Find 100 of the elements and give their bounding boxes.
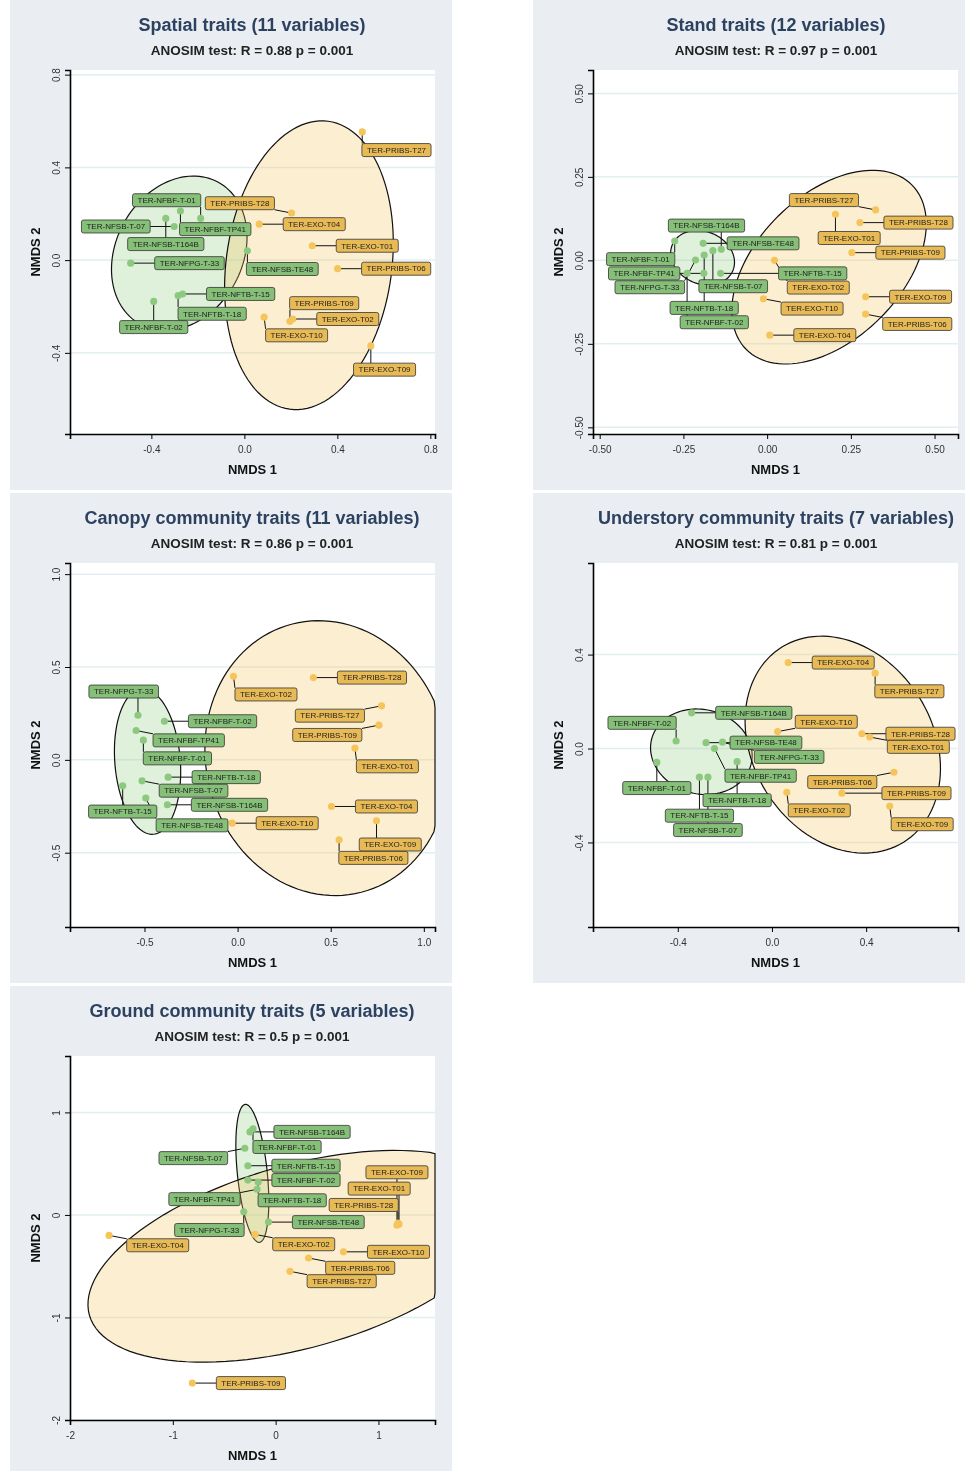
x-tick-label: 0.0 [765, 937, 780, 948]
data-label: TER-EXO-T09 [358, 365, 412, 375]
data-label: TER-NFPG-T-33 [93, 687, 155, 697]
point [309, 674, 317, 682]
point [264, 1218, 272, 1226]
data-label: TER-EXO-T02 [792, 283, 845, 293]
y-tick-label: 1.0 [50, 567, 62, 582]
point [176, 207, 184, 215]
data-label: TER-EXO-T02 [277, 1240, 331, 1250]
y-tick-label: 0.50 [573, 83, 585, 104]
data-label: TER-EXO-T09 [364, 840, 417, 850]
point [709, 247, 717, 255]
x-tick-label: 1.0 [417, 937, 432, 948]
x-tick-label: 0.0 [237, 444, 253, 455]
point [774, 728, 782, 736]
data-label: TER-EXO-T09 [370, 1168, 424, 1178]
y-axis-title: NMDS 2 [28, 1213, 43, 1263]
point [367, 342, 375, 350]
point [831, 210, 840, 218]
x-tick-label: 0.00 [757, 444, 778, 455]
point [856, 219, 864, 227]
point [372, 817, 381, 825]
point [377, 702, 386, 710]
data-label: TER-NFTB-T-15 [276, 1161, 336, 1171]
data-label: TER-NFBF-T-01 [611, 254, 671, 264]
data-label: TER-NFBF-T-01 [137, 196, 197, 206]
point [886, 802, 894, 810]
y-axis-title: NMDS 2 [551, 227, 566, 277]
point [251, 1230, 259, 1238]
y-tick-label: -2 [50, 1415, 62, 1425]
data-label: TER-NFTB-T-18 [183, 309, 242, 319]
data-label: TER-EXO-T01 [823, 233, 876, 243]
data-label: TER-NFSB-T-07 [86, 222, 146, 232]
point [142, 794, 150, 802]
data-label: TER-PRIBS-T28 [210, 199, 270, 209]
point [138, 777, 146, 785]
data-label: TER-NFBF-TP41 [729, 771, 792, 781]
data-label: TER-EXO-T09 [896, 820, 949, 830]
data-label: TER-NFSB-TE48 [732, 239, 795, 249]
point [327, 802, 336, 811]
y-tick-label: 0.00 [573, 250, 585, 271]
data-label: TER-NFSB-TE48 [251, 264, 314, 274]
data-label: TER-NFSB-T164B [132, 239, 199, 249]
data-label: TER-NFTB-T-15 [670, 811, 730, 821]
point [132, 726, 140, 735]
data-label: TER-NFSB-T-07 [678, 825, 738, 835]
point [240, 1208, 248, 1216]
data-label: TER-NFPG-T-33 [620, 283, 681, 293]
point [770, 256, 779, 264]
data-label: TER-NFBF-T-01 [148, 754, 208, 764]
data-label: TER-NFSB-T164B [673, 221, 740, 231]
y-tick-label: 0.4 [573, 647, 585, 663]
data-label: TER-NFSB-T164B [278, 1127, 346, 1137]
chart-subtitle: ANOSIM test: R = 0.97 p = 0.001 [674, 43, 878, 58]
chart-subtitle: ANOSIM test: R = 0.5 p = 0.001 [154, 1029, 351, 1044]
data-label: TER-PRIBS-T09 [221, 1378, 282, 1388]
data-label: TER-NFBF-T-02 [124, 322, 184, 332]
y-tick-label: 0.5 [50, 660, 62, 675]
x-tick-label: 0.4 [859, 937, 875, 948]
point [188, 1379, 196, 1387]
point [170, 222, 178, 231]
data-label: TER-PRIBS-T06 [812, 777, 873, 787]
point [653, 758, 661, 766]
point [335, 836, 343, 844]
data-label: TER-EXO-T02 [793, 806, 846, 816]
point [308, 242, 316, 250]
point [700, 269, 708, 277]
data-label: TER-EXO-T01 [892, 742, 945, 752]
data-label: TER-EXO-T10 [261, 818, 314, 828]
data-label: TER-NFTB-T-18 [708, 795, 767, 805]
x-tick-label: 0.4 [330, 444, 346, 455]
point [858, 730, 866, 738]
data-label: TER-EXO-T04 [798, 330, 852, 340]
x-tick-label: -0.4 [143, 444, 161, 455]
chart-title: Ground community traits (5 variables) [89, 1001, 415, 1021]
data-label: TER-PRIBS-T27 [300, 711, 360, 721]
chart-title: Canopy community traits (11 variables) [84, 508, 420, 528]
point [759, 295, 768, 303]
data-label: TER-NFBF-TP41 [158, 736, 220, 746]
point [691, 256, 700, 264]
chart-title: Stand traits (12 variables) [666, 15, 886, 35]
data-label: TER-NFBF-TP41 [613, 269, 676, 279]
point [160, 717, 168, 725]
data-label: TER-NFSB-TE48 [297, 1217, 360, 1227]
point [304, 1254, 313, 1262]
point [162, 214, 170, 222]
point [872, 206, 880, 214]
y-tick-label: 0.0 [50, 752, 62, 768]
point [700, 251, 708, 259]
data-label: TER-NFSB-TE48 [735, 738, 798, 748]
data-label: TER-PRIBS-T09 [297, 730, 358, 740]
data-label: TER-NFBF-T-01 [257, 1142, 317, 1152]
data-label: TER-EXO-T01 [341, 241, 394, 251]
data-label: TER-EXO-T02 [321, 314, 375, 324]
point [253, 1185, 261, 1193]
data-label: TER-EXO-T04 [360, 802, 414, 812]
point [174, 292, 182, 300]
data-label: TER-NFSB-T-07 [164, 786, 224, 796]
data-label: TER-NFSB-T164B [196, 800, 263, 810]
point [134, 711, 142, 719]
